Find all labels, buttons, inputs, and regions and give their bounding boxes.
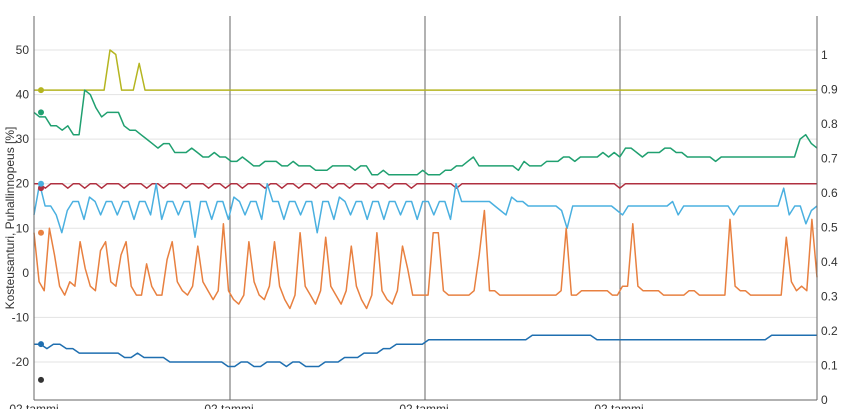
x-tick-label: 02 tammi: [594, 402, 643, 409]
x-tick-label: 02 tammi: [399, 402, 448, 409]
series-line-lightblue: [33, 182, 818, 238]
y2-tick-label: 0.2: [821, 324, 838, 338]
y-tick-label: 0: [22, 266, 29, 280]
y2-tick-label: 0.7: [821, 152, 838, 166]
series-markers: [38, 87, 44, 383]
series-line-red: [34, 182, 817, 189]
series-marker-green: [38, 109, 44, 116]
series-marker-marker_dark: [38, 376, 44, 383]
y-tick-label: 30: [16, 132, 30, 146]
y2-tick-label: 0.8: [821, 117, 838, 131]
series-lines: [33, 49, 818, 368]
axes: 50 40 30 20 10 0 -10 -20 1 0.9 0.8 0.7 0.6 0.5 0.4 0.3 0…: [9, 16, 838, 409]
series-line-darkblue: [34, 334, 817, 368]
series-line-orange: [33, 209, 818, 310]
series-marker-olive: [38, 87, 44, 94]
x-tick-label: 02 tammi: [204, 402, 253, 409]
y-tick-label: -20: [12, 355, 30, 369]
series-line-green: [33, 89, 818, 176]
y-tick-label: 10: [16, 221, 30, 235]
y-tick-label: -10: [12, 310, 30, 324]
x-tick-label: 02 tammi: [9, 402, 58, 409]
y2-tick-label: 0.5: [821, 221, 838, 235]
series-marker-orange: [38, 229, 44, 236]
y2-tick-label: 1: [821, 48, 828, 62]
y-tick-label: 50: [16, 43, 30, 57]
y2-tick-label: 0: [821, 393, 828, 407]
y-tick-label: 40: [16, 88, 30, 102]
y2-tick-label: 0.1: [821, 359, 838, 373]
y-tick-label: 20: [16, 177, 30, 191]
series-line-olive: [34, 49, 817, 91]
series-marker-red: [38, 185, 44, 192]
y2-tick-label: 0.9: [821, 83, 838, 97]
y-axis-label: Kosteusanturi, Puhallinnopeus [%]: [3, 127, 17, 310]
series-marker-lightblue: [38, 180, 44, 187]
y2-tick-label: 0.3: [821, 290, 838, 304]
y2-tick-label: 0.4: [821, 255, 838, 269]
series-marker-darkblue: [38, 341, 44, 348]
y2-tick-label: 0.6: [821, 186, 838, 200]
